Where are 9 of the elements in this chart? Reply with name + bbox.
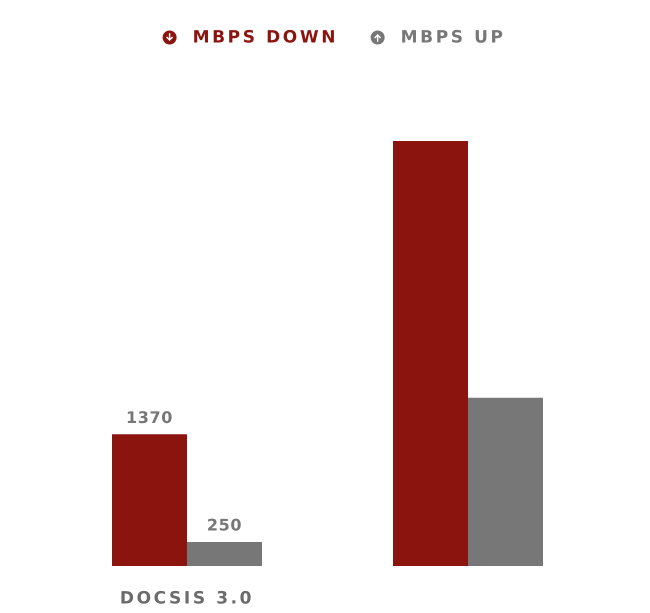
legend-label: MBPS UP [400, 28, 506, 48]
data-label: 250 [206, 515, 242, 534]
bar [468, 398, 543, 566]
x-tick-label: DOCSIS 3.0 [120, 588, 254, 608]
bar [112, 434, 187, 566]
bar [393, 141, 468, 566]
data-label: 1370 [126, 408, 173, 427]
bar [187, 542, 262, 566]
legend-label: MBPS DOWN [192, 28, 338, 48]
